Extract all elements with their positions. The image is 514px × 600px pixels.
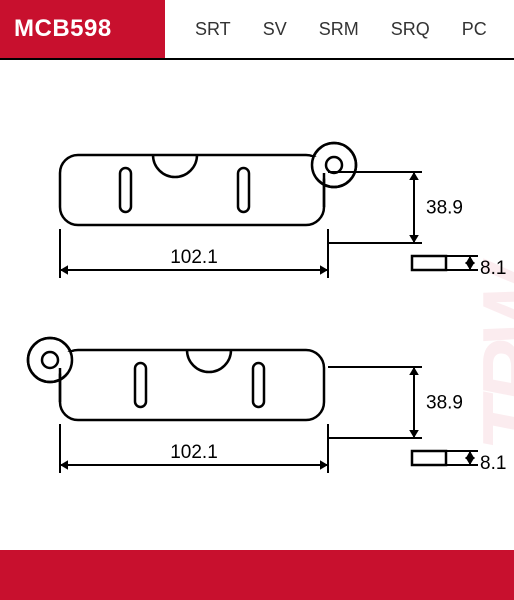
part-number: MCB598 (0, 0, 165, 58)
svg-text:8.1: 8.1 (480, 453, 506, 474)
code-label: SRM (319, 19, 359, 40)
technical-drawing: 102.1 38.9 8.1 102.1 38.9 8.1 (0, 60, 514, 550)
code-list: SRT SV SRM SRQ PC (165, 0, 514, 58)
code-label: SRT (195, 19, 231, 40)
footer-bar (0, 550, 514, 600)
svg-text:102.1: 102.1 (170, 442, 218, 463)
svg-text:38.9: 38.9 (426, 198, 463, 219)
svg-text:102.1: 102.1 (170, 247, 218, 268)
header-bar: MCB598 SRT SV SRM SRQ PC (0, 0, 514, 60)
svg-text:8.1: 8.1 (480, 258, 506, 279)
code-label: PC (462, 19, 487, 40)
svg-text:38.9: 38.9 (426, 393, 463, 414)
code-label: SV (263, 19, 287, 40)
diagram-area: TRW 102.138.98.1102.138.98.1 (0, 60, 514, 550)
code-label: SRQ (391, 19, 430, 40)
